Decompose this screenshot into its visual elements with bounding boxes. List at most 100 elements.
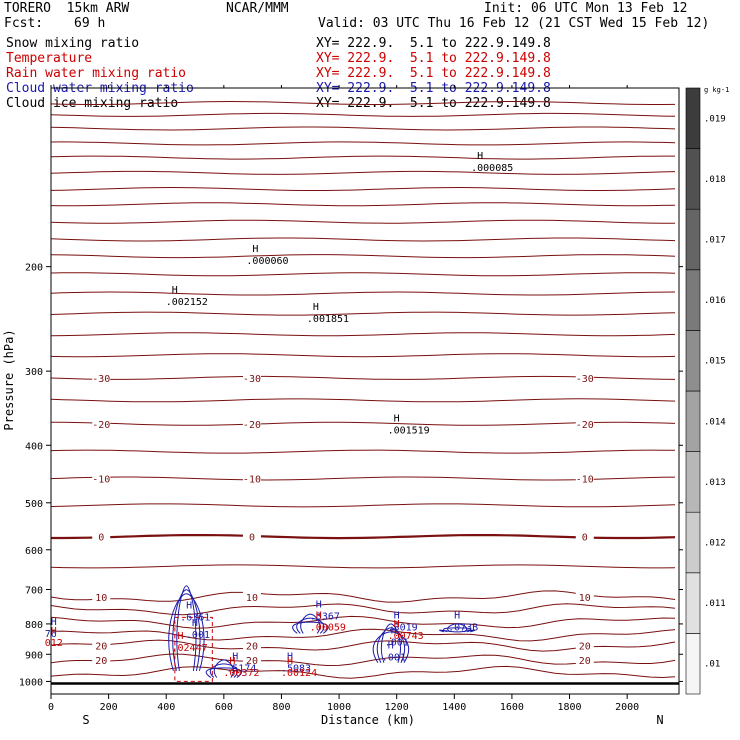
y-tick-label: 700: [25, 586, 43, 597]
x-end-label-south: S: [82, 713, 89, 727]
temperature-contour-label: -20: [92, 420, 110, 431]
extremum-marker: H: [172, 285, 178, 296]
temperature-contour-label: 10: [95, 593, 107, 604]
temperature-contour: [50, 603, 676, 616]
legend-rain-xy: XY= 222.9. 5.1 to 222.9.149.8: [316, 66, 551, 81]
x-tick-label: 1800: [557, 702, 581, 713]
x-tick-label: 1600: [500, 702, 524, 713]
model-label: TORERO 15km ARW: [4, 1, 130, 16]
plot-area: 20 20 20 20 20 20 10 10 10 0 0 0 -10 -10 -10 -20 -20 -20 -…: [45, 100, 679, 685]
x-tick-label: 400: [157, 702, 175, 713]
extremum-marker: H: [232, 651, 238, 662]
extremum-marker: H: [51, 617, 57, 628]
temperature-contour: [50, 170, 676, 175]
contour-label-bg: [92, 472, 111, 484]
extremum-label: .5174: [226, 663, 256, 674]
colorbar-segment: [685, 633, 701, 695]
x-tick-label: 1000: [327, 702, 351, 713]
extremum-label: .001519: [388, 425, 430, 436]
temperature-contour: [50, 155, 675, 160]
org-label: NCAR/MMM: [226, 1, 289, 16]
contour-label-bg: [575, 472, 594, 484]
temperature-contour-label: -30: [576, 374, 594, 385]
temperature-contour-label: 20: [95, 656, 107, 667]
colorbar-segment: [685, 208, 701, 271]
contour-label-bg: [92, 590, 111, 602]
extremum-marker: H: [316, 599, 322, 610]
temperature-contour-label: 20: [246, 656, 258, 667]
x-tick-label: 0: [48, 702, 54, 713]
colorbar-tick-label: .011: [704, 599, 726, 609]
temperature-contour-label: 10: [246, 593, 258, 604]
legend-snow: Snow mixing ratio: [6, 36, 140, 51]
legend-temperature-xy: XY= 222.9. 5.1 to 222.9.149.8: [316, 51, 551, 66]
colorbar-segment: [685, 390, 701, 452]
extremum-label: 012: [45, 638, 63, 649]
temperature-contour: [50, 126, 676, 131]
temperature-contour: [50, 332, 676, 337]
temperature-contour: [50, 141, 676, 146]
extremum-label: .00124: [281, 668, 317, 679]
temperature-contour: [50, 202, 676, 207]
cloud-water-contour: [172, 589, 201, 672]
temperature-contour: [50, 590, 676, 603]
extremum-marker: H: [186, 601, 192, 612]
temperature-contour: [50, 100, 676, 105]
temperature-contour: [51, 421, 676, 426]
extremum-marker: H: [391, 626, 397, 637]
x-tick-label: 600: [215, 702, 233, 713]
temperature-contour: [50, 503, 676, 508]
cloud-water-contour: [376, 627, 406, 663]
y-tick-label: 200: [25, 263, 43, 274]
colorbar-units: g kg-1: [704, 86, 729, 94]
contour-label-bg: [575, 371, 594, 383]
cloud-water-contour: [213, 659, 234, 678]
temperature-contour-label: 20: [579, 656, 591, 667]
rain-contour: [174, 616, 213, 682]
legend-temperature: Temperature: [6, 51, 93, 66]
contour-label-bg: [242, 590, 261, 602]
temperature-contour-label: 0: [582, 533, 588, 544]
extremum-label: .3019: [388, 622, 418, 633]
cloud-water-contour: [443, 627, 472, 633]
extremum-marker: H: [454, 610, 460, 621]
extremum-label: .00743: [388, 631, 424, 642]
cloud-water-contour: [176, 585, 197, 671]
temperature-contour: [50, 476, 676, 481]
x-tick-label: 1200: [385, 702, 409, 713]
contour-label-bg: [242, 653, 261, 665]
colorbar-tick-label: .017: [704, 236, 726, 246]
temperature-contour: [50, 353, 676, 358]
temperature-contour-label: 20: [95, 642, 107, 653]
extremum-label: .001: [186, 630, 210, 641]
y-tick-label: 400: [25, 441, 43, 452]
temperature-contour: [50, 112, 676, 117]
legend-snow-xy: XY= 222.9. 5.1 to 222.9.149.8: [316, 36, 551, 51]
temperature-contour: [50, 639, 676, 652]
temperature-contour-label: -10: [243, 474, 261, 485]
temperature-contour-label: -30: [92, 374, 110, 385]
contour-label-bg: [242, 472, 261, 484]
extremum-label: .073B: [448, 622, 478, 633]
colorbar-tick-label: .012: [704, 539, 726, 549]
colorbar-segment: [685, 269, 701, 331]
extremum-marker: H: [252, 244, 258, 255]
contour-label-bg: [242, 417, 261, 429]
temperature-contour: [50, 272, 676, 277]
colorbar-tick-label: .015: [704, 357, 726, 367]
extremum-label: .001: [382, 652, 406, 663]
x-tick-label: 1400: [442, 702, 466, 713]
cloud-water-contour: [205, 667, 243, 678]
extremum-label: .000060: [246, 256, 288, 267]
extremum-marker: H: [394, 413, 400, 424]
temperature-contour-label: -20: [243, 420, 261, 431]
temperature-contour: [50, 254, 676, 259]
cloud-water-contour: [439, 629, 476, 633]
extremum-marker: H: [316, 610, 322, 621]
contour-label-bg: [575, 639, 594, 651]
init-label: Init: 06 UTC Mon 13 Feb 12: [484, 1, 688, 16]
temperature-contour: [50, 219, 675, 224]
temperature-contour: [50, 653, 676, 667]
cloud-water-contour: [372, 631, 410, 664]
